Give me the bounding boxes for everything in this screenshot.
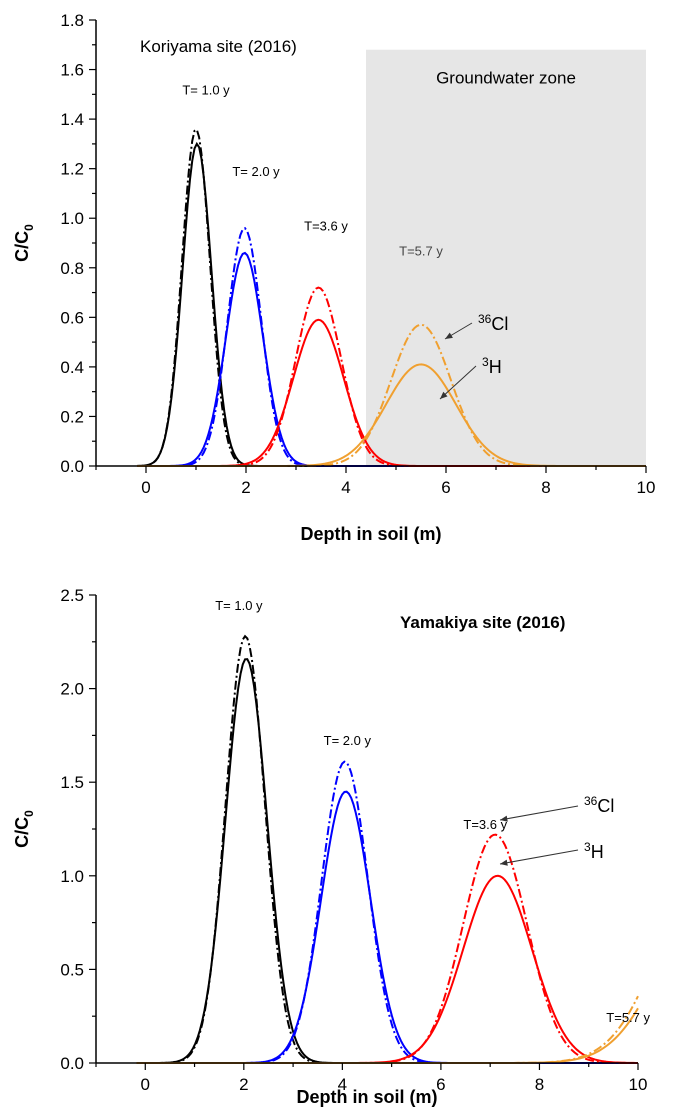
y-axis-title: C/C0 bbox=[12, 810, 36, 848]
x-tick-label: 10 bbox=[637, 478, 656, 497]
h3-label: 3H bbox=[482, 355, 502, 377]
cl36-label-mass: 36 bbox=[478, 312, 492, 326]
h3-arrow-head bbox=[500, 859, 508, 866]
y-axis-title: C/C0 bbox=[12, 224, 36, 262]
h3-label-mass: 3 bbox=[584, 840, 591, 854]
h3-label-mass: 3 bbox=[482, 355, 489, 369]
h3-label-symbol: H bbox=[591, 842, 604, 862]
x-tick-label: 2 bbox=[239, 1075, 248, 1094]
h3-arrow bbox=[439, 365, 477, 400]
y-tick-label: 1.4 bbox=[60, 110, 84, 129]
time-annotation: T=3.6 y bbox=[304, 219, 348, 234]
chart-panel-1: Groundwater zone 0 2 4 6 8 10 0.0 0.2 0.4 0.6 0.8 1.… bbox=[12, 11, 655, 544]
cl36-arrow-head bbox=[500, 815, 508, 822]
cl36-arrow-head bbox=[445, 332, 453, 339]
x-tick-label: 0 bbox=[141, 478, 150, 497]
y-axis-title-sub: 0 bbox=[22, 224, 36, 231]
y-tick-label: 0.0 bbox=[60, 457, 84, 476]
series-line-h3-7 bbox=[136, 1007, 639, 1064]
y-tick-label: 2.5 bbox=[60, 586, 84, 605]
h3-arrow bbox=[499, 849, 579, 865]
y-tick-label: 0.0 bbox=[60, 1054, 84, 1073]
chart-title: Yamakiya site (2016) bbox=[400, 613, 565, 632]
time-annotation: T=3.6 y bbox=[463, 817, 507, 832]
x-tick-label: 0 bbox=[141, 1075, 150, 1094]
x-tick-label: 8 bbox=[541, 478, 550, 497]
y-tick-label: 1.6 bbox=[60, 61, 84, 80]
time-annotation: T= 1.0 y bbox=[182, 82, 230, 97]
y-tick-label: 0.8 bbox=[60, 259, 84, 278]
h3-label: 3H bbox=[584, 840, 604, 862]
time-annotation: T= 2.0 y bbox=[232, 164, 280, 179]
y-axis-title-sub: 0 bbox=[22, 810, 36, 817]
series-line-cl36-4 bbox=[136, 760, 638, 1064]
cl36-label-symbol: Cl bbox=[491, 314, 508, 334]
groundwater-zone-label: Groundwater zone bbox=[436, 69, 576, 88]
y-tick-label: 1.0 bbox=[60, 209, 84, 228]
y-axis-title-main: C/C bbox=[12, 817, 32, 848]
cl36-label: 36Cl bbox=[478, 312, 508, 334]
x-tick-label: 6 bbox=[441, 478, 450, 497]
series-line-cl36-6 bbox=[136, 833, 638, 1064]
chart-panel-2: 0 2 4 6 8 10 0.0 0.5 1.0 1.5 2.0 2.5 Depth in soil (… bbox=[12, 586, 651, 1107]
x-axis-title: Depth in soil (m) bbox=[297, 1087, 438, 1107]
time-annotation: T= 2.0 y bbox=[324, 733, 372, 748]
cl36-label-mass: 36 bbox=[584, 794, 598, 808]
h3-arrow-head bbox=[440, 391, 448, 399]
cl36-arrow bbox=[499, 805, 579, 821]
chart-title: Koriyama site (2016) bbox=[140, 37, 297, 56]
y-tick-label: 0.2 bbox=[60, 407, 84, 426]
y-tick-label: 0.5 bbox=[60, 960, 84, 979]
x-tick-label: 4 bbox=[341, 478, 350, 497]
y-tick-label: 2.0 bbox=[60, 680, 84, 699]
y-axis-title-main: C/C bbox=[12, 231, 32, 262]
x-tick-label: 6 bbox=[436, 1075, 445, 1094]
y-tick-label: 1.2 bbox=[60, 160, 84, 179]
time-annotation: T= 1.0 y bbox=[215, 598, 263, 613]
y-tick-label: 1.0 bbox=[60, 867, 84, 886]
series-line-h3-3 bbox=[136, 790, 638, 1064]
y-tick-label: 0.4 bbox=[60, 358, 84, 377]
time-annotation: T=5.7 y bbox=[606, 1010, 650, 1025]
x-tick-label: 10 bbox=[629, 1075, 648, 1094]
x-axis-title: Depth in soil (m) bbox=[301, 524, 442, 544]
y-tick-label: 1.8 bbox=[60, 11, 84, 30]
groundwater-zone bbox=[366, 49, 646, 466]
cl36-label: 36Cl bbox=[584, 794, 614, 816]
series-line-h3-1 bbox=[136, 658, 638, 1064]
x-tick-label: 2 bbox=[241, 478, 250, 497]
time-annotation: T=5.7 y bbox=[399, 243, 443, 258]
x-tick-label: 4 bbox=[338, 1075, 347, 1094]
h3-label-symbol: H bbox=[489, 357, 502, 377]
x-tick-label: 8 bbox=[535, 1075, 544, 1094]
cl36-label-symbol: Cl bbox=[597, 796, 614, 816]
y-tick-label: 1.5 bbox=[60, 773, 84, 792]
y-tick-label: 0.6 bbox=[60, 308, 84, 327]
